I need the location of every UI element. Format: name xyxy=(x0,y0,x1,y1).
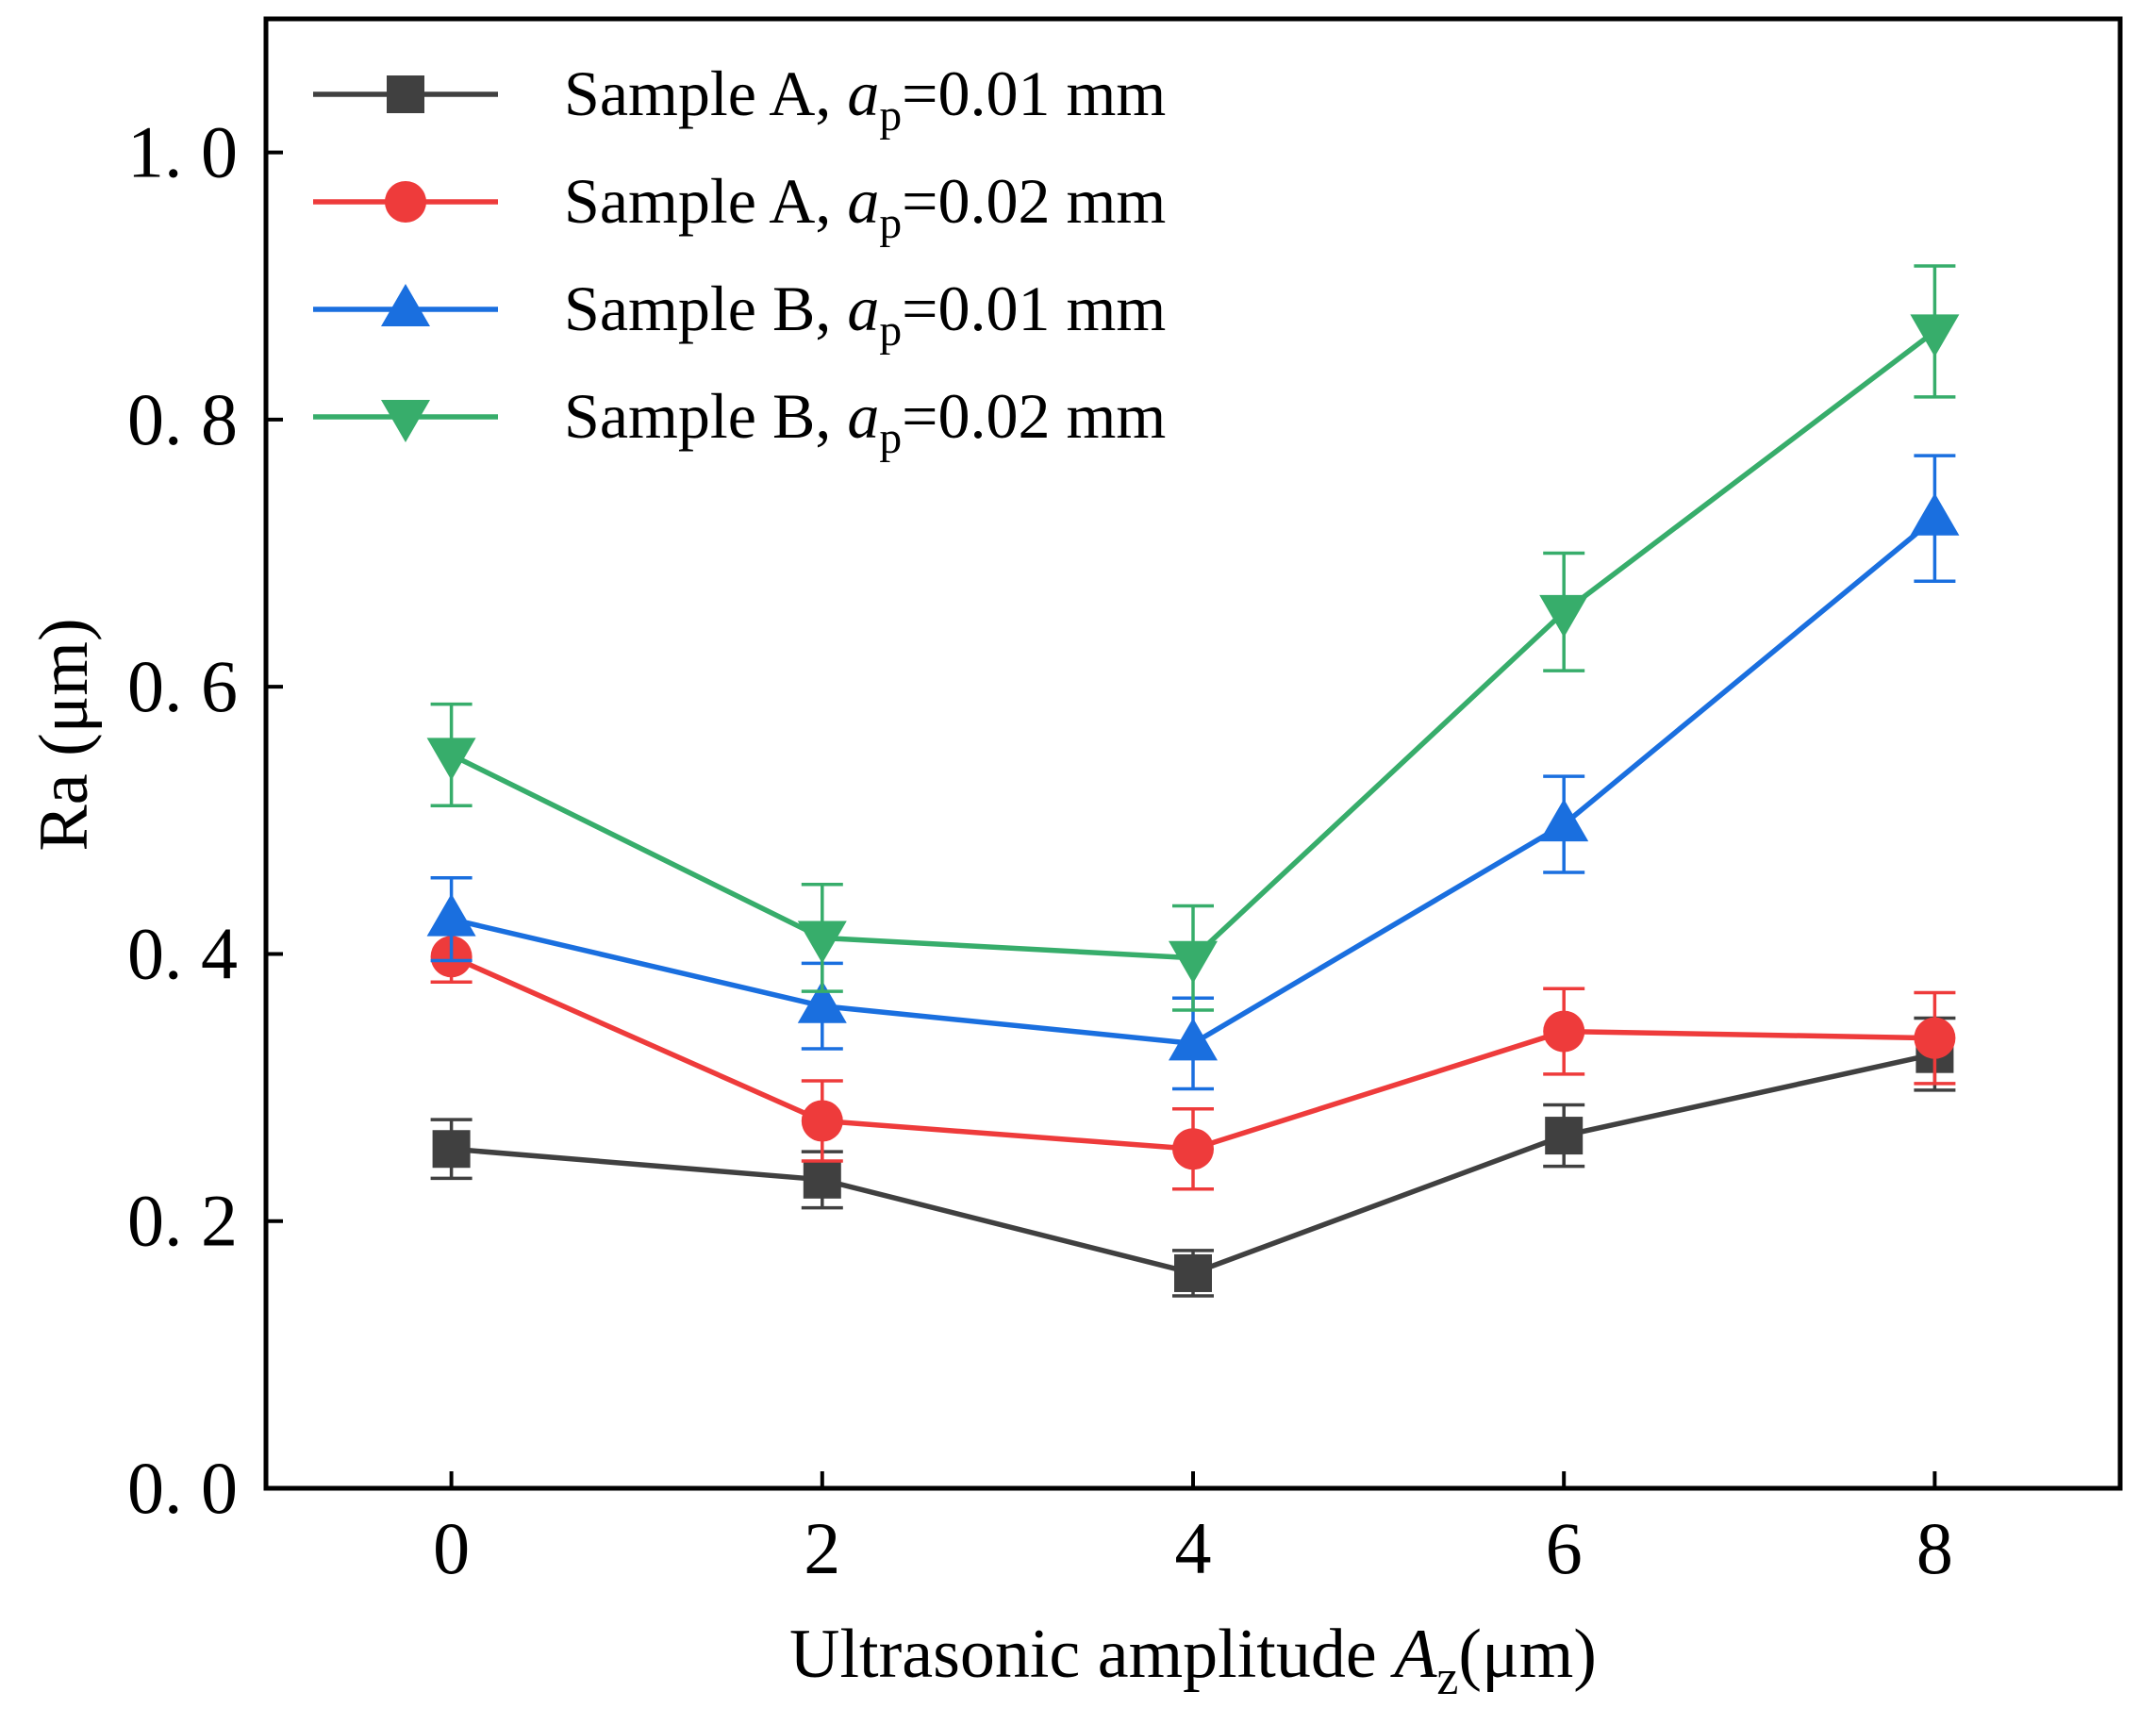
series-4 xyxy=(426,264,1960,1012)
plot-area xyxy=(426,264,1960,1298)
data-point xyxy=(426,893,476,937)
data-point xyxy=(1545,1117,1584,1155)
data-point xyxy=(1172,1128,1214,1170)
data-point xyxy=(1910,314,1960,357)
y-tick-label: 0. 0 xyxy=(127,1447,238,1529)
series-3 xyxy=(426,454,1960,1091)
x-tick-label: 6 xyxy=(1546,1507,1583,1589)
x-tick-label: 2 xyxy=(804,1507,840,1589)
legend-marker xyxy=(381,284,430,326)
y-tick-label: 0. 2 xyxy=(127,1180,238,1262)
axis-ticks: 0 2 4 6 8 0. 0 0. 2 0. 4 0. 6 0. 8 1. 0 xyxy=(127,111,1953,1589)
legend-item-4: Sample B, ap=0.02 mm xyxy=(313,380,1166,463)
data-point xyxy=(1539,594,1589,638)
data-point xyxy=(1169,1018,1218,1061)
y-tick-label: 1. 0 xyxy=(127,111,238,193)
data-point xyxy=(797,980,847,1023)
y-tick-label: 0. 6 xyxy=(127,645,238,727)
y-tick-label: 0. 8 xyxy=(127,378,238,460)
legend: Sample A, ap=0.01 mm Sample A, ap=0.02 mm… xyxy=(313,58,1166,463)
x-axis-title: Ultrasonic amplitude Az(μm) xyxy=(789,1616,1597,1705)
y-tick-label: 0. 4 xyxy=(127,912,238,994)
legend-marker xyxy=(381,400,430,442)
series-2 xyxy=(430,929,1956,1191)
legend-label: Sample A, ap=0.02 mm xyxy=(564,165,1166,248)
data-point xyxy=(1169,940,1218,984)
y-axis-title: Ra (μm) xyxy=(25,618,103,851)
legend-label: Sample A, ap=0.01 mm xyxy=(564,58,1166,141)
x-tick-label: 0 xyxy=(433,1507,470,1589)
data-point xyxy=(1914,1017,1956,1059)
data-point xyxy=(1543,1010,1585,1053)
data-point xyxy=(1910,492,1960,536)
data-point xyxy=(1539,799,1589,842)
legend-item-1: Sample A, ap=0.01 mm xyxy=(313,58,1166,141)
data-point xyxy=(432,1130,471,1169)
data-point xyxy=(797,921,847,964)
legend-label: Sample B, ap=0.02 mm xyxy=(564,380,1166,463)
x-tick-label: 4 xyxy=(1175,1507,1212,1589)
legend-marker xyxy=(385,181,426,223)
legend-label: Sample B, ap=0.01 mm xyxy=(564,273,1166,356)
data-point xyxy=(803,1160,841,1199)
legend-marker xyxy=(387,75,424,113)
data-point xyxy=(801,1100,843,1142)
data-point xyxy=(426,738,476,781)
legend-item-2: Sample A, ap=0.02 mm xyxy=(313,165,1166,248)
data-point xyxy=(1174,1253,1212,1292)
x-tick-label: 8 xyxy=(1916,1507,1953,1589)
legend-item-3: Sample B, ap=0.01 mm xyxy=(313,273,1166,356)
